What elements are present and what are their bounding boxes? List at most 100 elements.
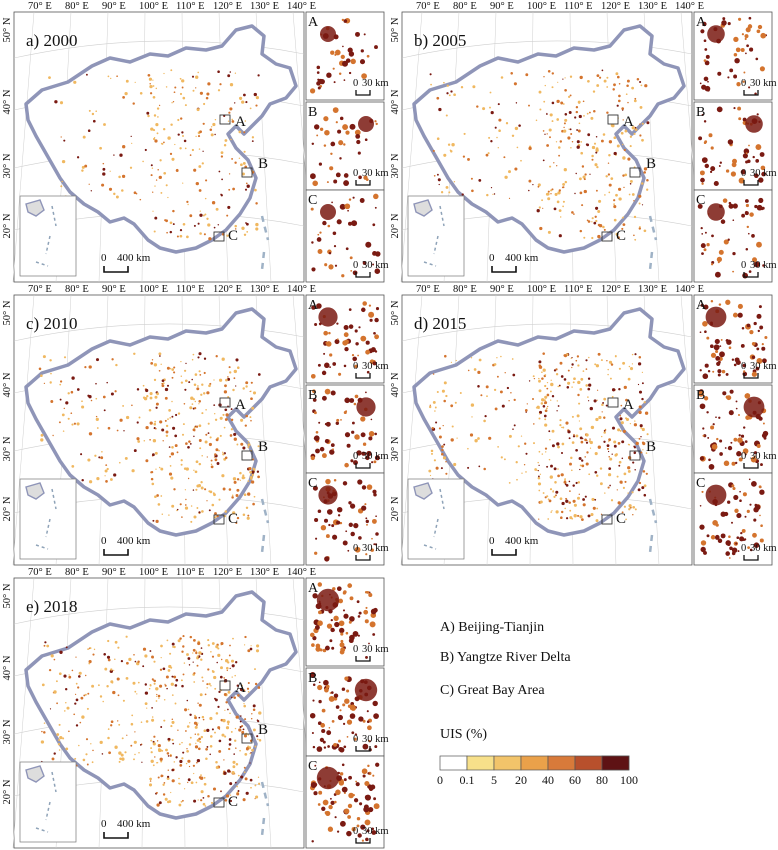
inset-scalebar-start: 0 — [353, 361, 358, 372]
inset-scalebar-start: 0 — [353, 168, 358, 179]
panel-label: a) 2000 — [26, 31, 77, 50]
inset-c — [305, 755, 385, 849]
lat-tick-label: 40° N — [2, 89, 13, 114]
inset-scalebar-start: 0 — [353, 451, 358, 462]
inset-letter: B — [308, 388, 317, 403]
inset-scalebar-start: 0 — [353, 260, 358, 271]
lon-tick-label: 120° E — [601, 284, 630, 295]
inset-scalebar-start: 0 — [353, 826, 358, 837]
lon-tick-label: 110° E — [176, 284, 205, 295]
legend-tick-label: 100 — [620, 773, 638, 787]
legend-region-b: B) Yangtze River Delta — [440, 650, 571, 665]
region-box-b — [629, 167, 641, 178]
main-scalebar-start: 0 — [101, 252, 107, 264]
lon-tick-label: 90° E — [102, 284, 126, 295]
lon-tick-label: 140° E — [287, 284, 316, 295]
region-marker-b: B — [258, 439, 268, 455]
legend-colorbar: 0 0.1 5 20 40 60 80 100 — [437, 755, 638, 787]
sea-boundary — [260, 781, 270, 837]
inset-letter: C — [308, 759, 317, 774]
lat-tick-label: 40° N — [390, 372, 401, 397]
legend-title: UIS (%) — [440, 727, 488, 742]
uis-dots — [38, 352, 261, 524]
legend-swatch — [493, 755, 522, 771]
lat-tick-label: 50° N — [390, 300, 401, 325]
inset-scalebar — [743, 272, 759, 278]
main-scalebar-end: 400 km — [117, 818, 151, 830]
lon-tick-label: 80° E — [453, 284, 477, 295]
panel-label: d) 2015 — [414, 314, 466, 333]
lon-tick-label: 90° E — [102, 1, 126, 12]
lon-tick-label: 110° E — [176, 567, 205, 578]
inset-urban-blobs — [310, 388, 380, 468]
lon-tick-label: 90° E — [102, 567, 126, 578]
map-svg: A B Cc) 2010 70° E 80° E 90° E 100° E 110° E 120… — [2, 284, 389, 566]
region-box-a — [219, 397, 231, 408]
legend-tick-label: 0.1 — [460, 773, 475, 787]
lat-tick-label: 20° N — [390, 213, 401, 238]
region-marker-b: B — [646, 439, 656, 455]
inset-urban-blobs — [310, 193, 381, 278]
main-scalebar — [491, 266, 517, 273]
lon-tick-label: 140° E — [287, 1, 316, 12]
region-box-c — [601, 514, 613, 525]
inset-letter: A — [696, 15, 707, 30]
lat-tick-label: 20° N — [390, 496, 401, 521]
lon-tick-label: 70° E — [28, 1, 52, 12]
panel-label: b) 2005 — [414, 31, 466, 50]
region-marker-c: C — [616, 228, 626, 244]
lat-tick-label: 20° N — [2, 496, 13, 521]
inset-letter: C — [696, 193, 705, 208]
lat-tick-label: 30° N — [390, 436, 401, 461]
legend-swatch — [520, 755, 549, 771]
lon-tick-label: 100° E — [139, 284, 168, 295]
lon-tick-label: 130° E — [250, 567, 279, 578]
region-marker-c: C — [228, 228, 238, 244]
inset-letter: B — [308, 105, 317, 120]
inset-scalebar — [355, 463, 371, 469]
legend: A) Beijing-Tianjin B) Yangtze River Delt… — [430, 620, 670, 800]
inset-urban-blobs — [699, 16, 768, 95]
lon-tick-label: 110° E — [564, 1, 593, 12]
sea-boundary — [648, 215, 658, 271]
inset-scalebar-end: 30 km — [362, 734, 389, 745]
region-box-c — [213, 514, 225, 525]
main-scalebar — [103, 549, 129, 556]
inset-letter: C — [308, 476, 317, 491]
legend-tick-label: 80 — [596, 773, 608, 787]
inset-scalebar — [355, 90, 371, 96]
main-scalebar-start: 0 — [489, 535, 495, 547]
lon-tick-label: 70° E — [416, 1, 440, 12]
legend-tick-label: 0 — [437, 773, 443, 787]
inset-letter: C — [308, 193, 317, 208]
inset-letter: A — [308, 298, 319, 313]
inset-scalebar-end: 30 km — [362, 78, 389, 89]
legend-swatch — [547, 755, 576, 771]
sea-boundary — [648, 498, 658, 554]
lon-tick-label: 140° E — [675, 1, 704, 12]
main-scalebar-start: 0 — [101, 535, 107, 547]
region-box-c — [601, 231, 613, 242]
inset-scalebar-start: 0 — [353, 78, 358, 89]
uis-dots — [428, 352, 649, 523]
lon-tick-label: 100° E — [527, 1, 556, 12]
lon-tick-label: 100° E — [139, 567, 168, 578]
inset-scalebar-end: 30 km — [362, 451, 389, 462]
inset-scalebar-start: 0 — [741, 78, 746, 89]
inset-scalebar — [743, 180, 759, 186]
legend-tick-label: 20 — [515, 773, 527, 787]
inset-urban-blobs — [698, 106, 766, 187]
legend-swatch — [466, 755, 495, 771]
inset-a — [305, 294, 385, 384]
lon-tick-label: 130° E — [638, 284, 667, 295]
inset-scalebar — [355, 746, 371, 752]
main-scalebar — [103, 832, 129, 839]
legend-tick-label: 5 — [491, 773, 497, 787]
uis-dots — [40, 635, 262, 807]
inset-scalebar-end: 30 km — [750, 543, 777, 554]
uis-dots — [429, 69, 650, 241]
inset-urban-blobs — [698, 389, 769, 470]
legend-region-a: A) Beijing-Tianjin — [440, 620, 545, 635]
